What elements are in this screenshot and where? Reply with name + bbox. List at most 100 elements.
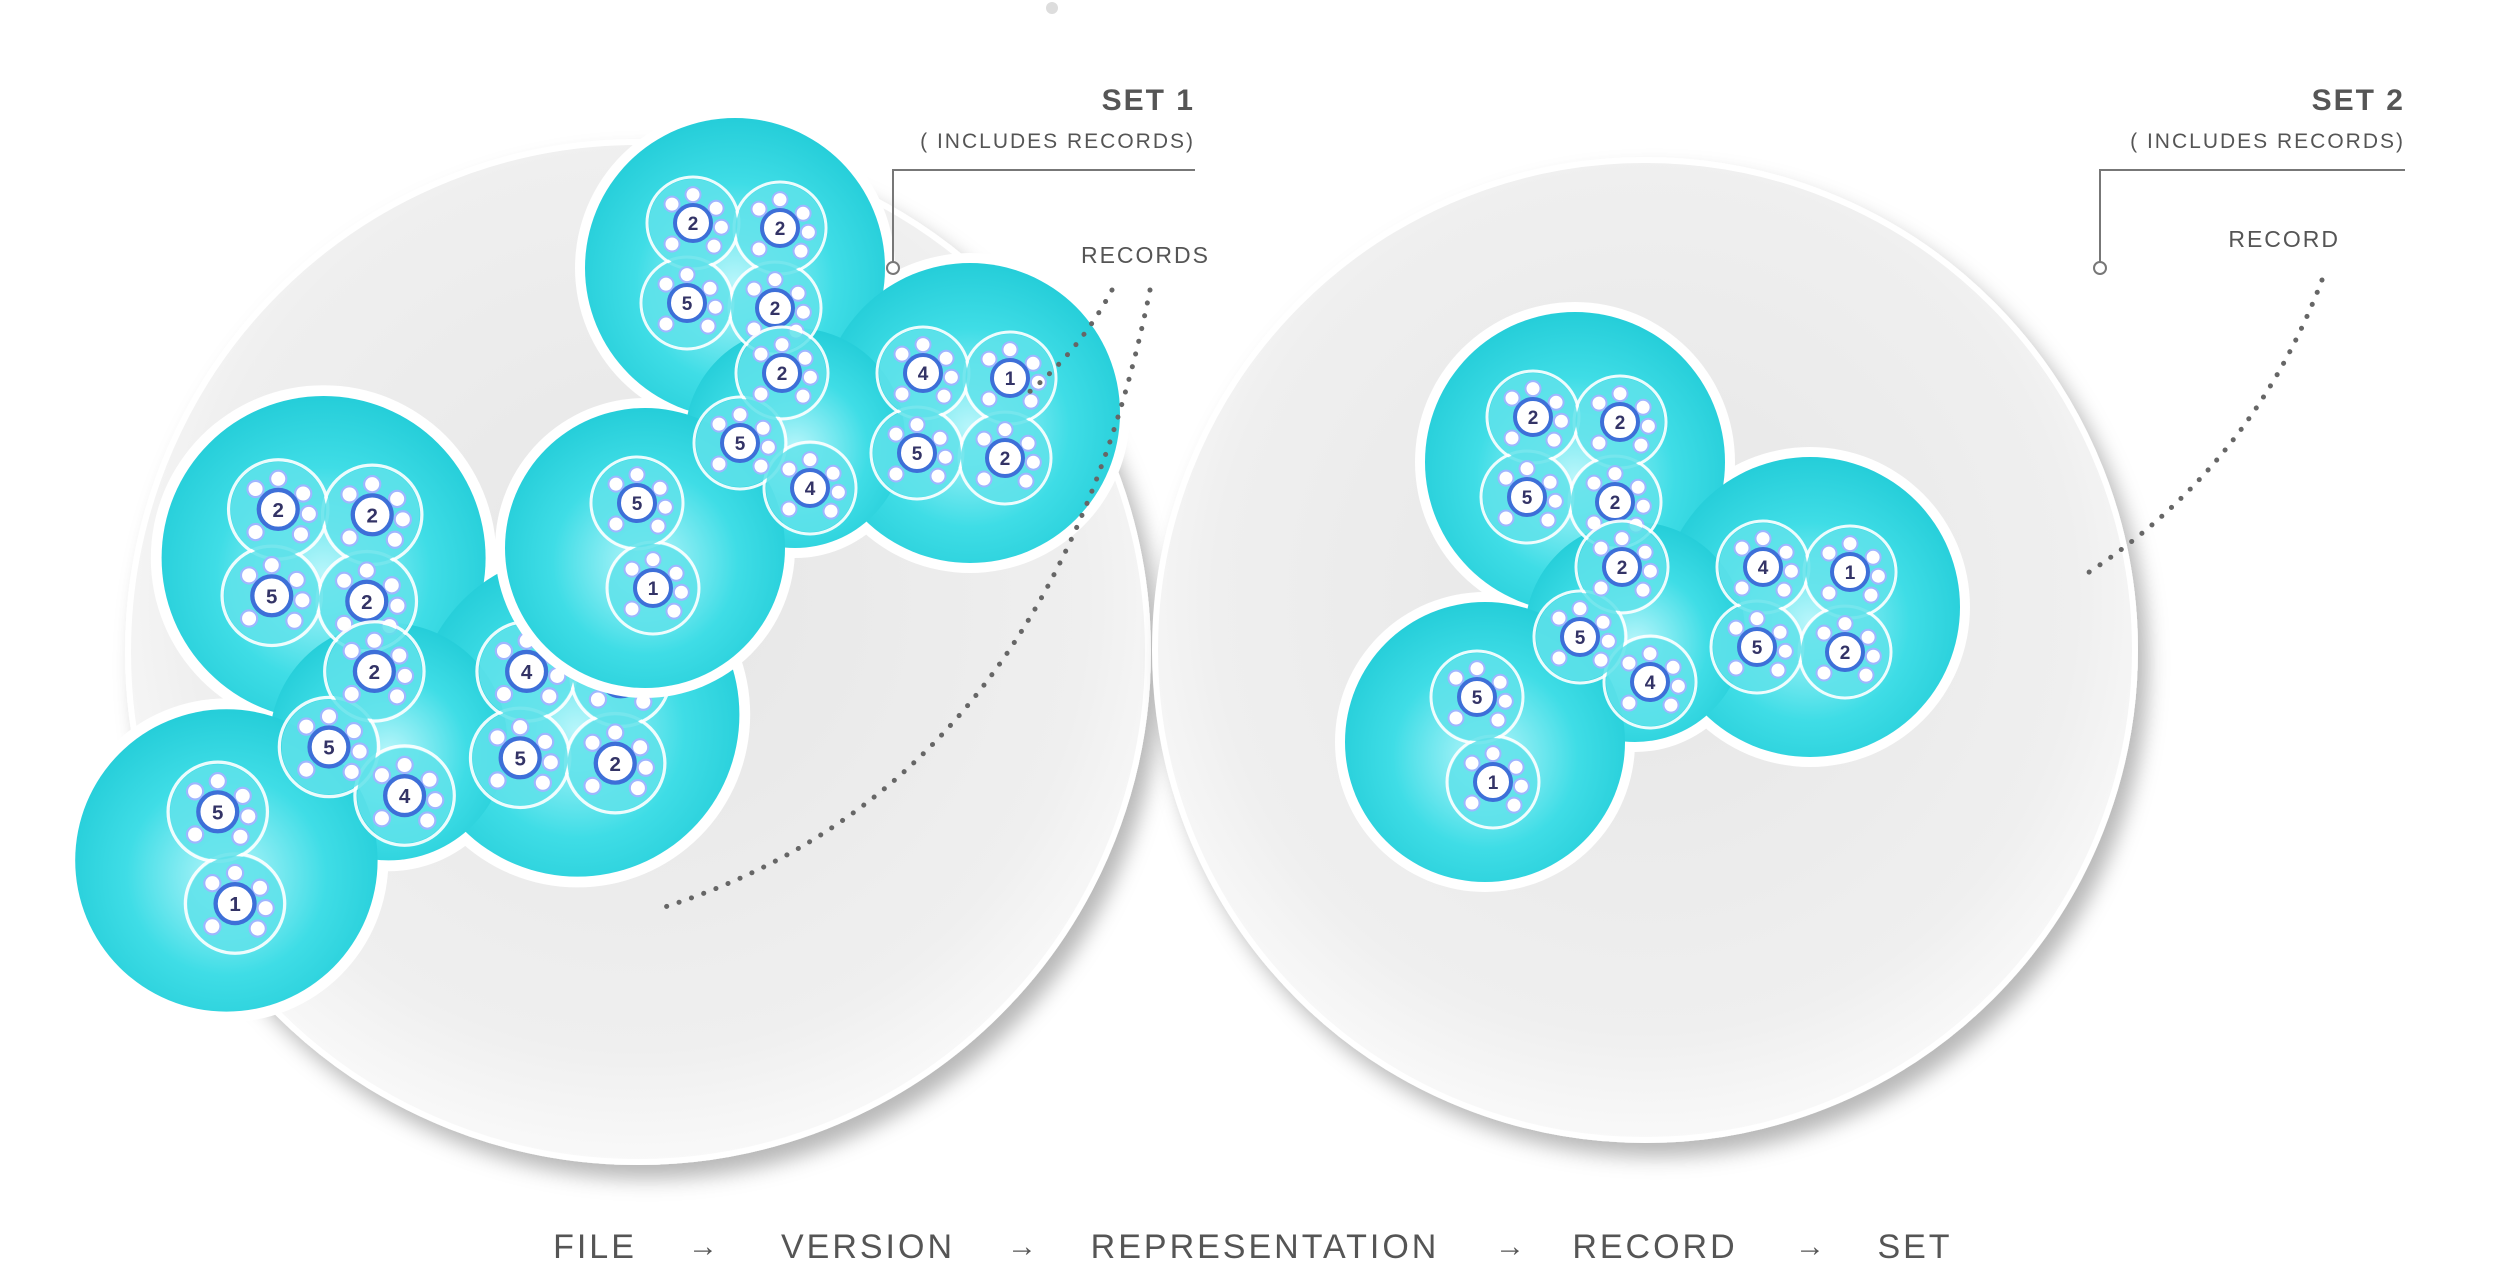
- file-icon: [1585, 474, 1603, 492]
- file-icon: [936, 448, 954, 466]
- version: 2: [750, 191, 817, 260]
- file-icon: [1447, 669, 1465, 687]
- file-icon: [299, 504, 319, 524]
- version-badge: [990, 358, 1030, 398]
- version-badge: [903, 353, 943, 393]
- file-icon: [342, 684, 361, 704]
- file-icon: [340, 528, 359, 547]
- representation: 4 1 5 2: [1709, 519, 1898, 700]
- file-icon: [233, 786, 252, 806]
- file-icon: [1484, 745, 1502, 763]
- file-icon: [319, 707, 339, 726]
- version-number: 1: [1005, 369, 1016, 390]
- file-icon: [759, 438, 777, 456]
- version-number: 1: [229, 893, 240, 916]
- file-icon: [678, 266, 696, 284]
- version: 5: [1727, 610, 1794, 679]
- version: 2: [745, 271, 812, 340]
- file-icon: [794, 303, 812, 321]
- set-title: SET 2: [2312, 84, 2405, 117]
- version-badge: [345, 579, 389, 623]
- file-icon: [1552, 412, 1570, 430]
- file-icon: [1862, 586, 1880, 604]
- version-number: 4: [399, 785, 411, 808]
- file-icon: [246, 479, 265, 499]
- file-icon: [1859, 628, 1877, 646]
- file-icon: [395, 666, 415, 686]
- file-icon: [395, 755, 414, 775]
- file-icon: [1550, 649, 1568, 667]
- file-icon: [801, 368, 819, 386]
- set-subtitle: ( INCLUDES RECORDS): [2130, 130, 2405, 153]
- version-number: 2: [369, 661, 380, 684]
- file-icon: [488, 728, 507, 747]
- file-icon: [796, 349, 814, 367]
- file-icon: [705, 237, 723, 255]
- file-icon: [1634, 581, 1652, 599]
- file-icon: [1815, 624, 1833, 642]
- legend-item-file: FILE: [553, 1228, 637, 1266]
- version-badge: [633, 568, 673, 608]
- version-badge: [762, 353, 802, 393]
- version: 1: [980, 341, 1047, 410]
- file-icon: [185, 825, 205, 844]
- version-badge: [382, 774, 427, 818]
- version-number: 2: [1840, 643, 1851, 664]
- file-icon: [390, 646, 409, 665]
- file-icon: [1463, 794, 1481, 812]
- file-icon: [342, 762, 361, 782]
- set-callout-dot: [2093, 261, 2107, 275]
- file-icon: [1864, 548, 1882, 566]
- file-icon: [824, 464, 842, 482]
- file-icon: [372, 766, 392, 785]
- file-icon: [628, 778, 648, 798]
- file-icon: [285, 611, 304, 630]
- file-icon: [256, 898, 275, 918]
- file-icon: [1463, 754, 1481, 772]
- file-icon: [1634, 398, 1652, 416]
- file-icon: [1599, 632, 1617, 650]
- version: 5: [185, 772, 258, 846]
- version: 2: [752, 336, 819, 405]
- file-icon: [937, 349, 955, 367]
- file-icon: [789, 284, 807, 302]
- file-icon: [822, 502, 840, 520]
- file-icon: [931, 429, 949, 447]
- version: 2: [1503, 380, 1570, 449]
- version-badge: [1737, 627, 1777, 667]
- file-icon: [363, 475, 382, 494]
- file-icon: [1836, 615, 1854, 633]
- version: 5: [887, 416, 954, 485]
- file-icon: [387, 687, 407, 706]
- file-icon: [712, 218, 730, 236]
- version-badge: [505, 649, 549, 693]
- file-icon: [248, 919, 267, 938]
- version-number: 2: [1610, 493, 1621, 514]
- version-number: 1: [648, 579, 659, 600]
- version-badge: [593, 741, 637, 785]
- file-icon: [672, 583, 690, 601]
- file-icon: [1769, 661, 1787, 679]
- file-icon: [185, 782, 205, 801]
- version-badge: [1507, 477, 1547, 517]
- file-icon: [975, 430, 993, 448]
- version-number: 2: [273, 499, 284, 522]
- version-number: 2: [1617, 558, 1628, 579]
- representation: 2 5 4: [1532, 519, 1698, 730]
- version: 5: [1497, 460, 1564, 529]
- file-icon: [494, 641, 514, 661]
- file-icon: [1664, 658, 1682, 676]
- version: 2: [1585, 465, 1652, 534]
- version: 5: [1447, 660, 1514, 729]
- file-icon: [1820, 544, 1838, 562]
- file-icon: [541, 753, 560, 772]
- version-badge: [790, 468, 830, 508]
- record-dotted-connector: [2077, 277, 2325, 581]
- file-icon: [829, 483, 847, 501]
- file-icon: [1024, 453, 1042, 471]
- file-icon: [1620, 654, 1638, 672]
- version-number: 2: [688, 214, 699, 235]
